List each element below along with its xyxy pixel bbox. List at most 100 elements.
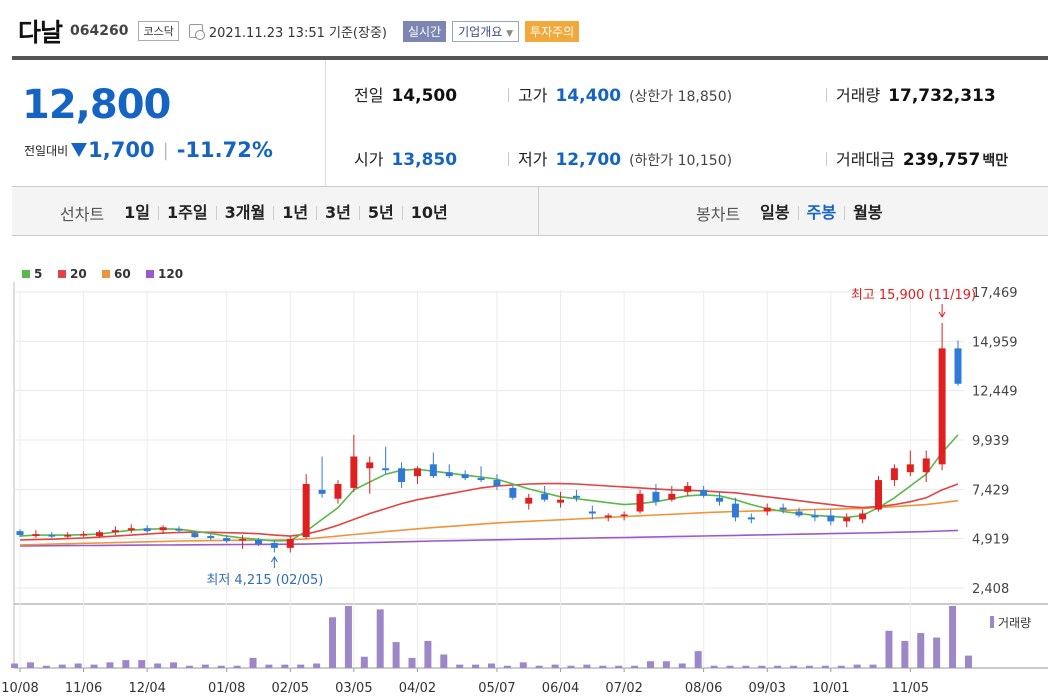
stat-value: 239,757	[902, 150, 981, 170]
candle-body	[16, 531, 24, 536]
volume-bar	[472, 664, 480, 668]
candle-body	[668, 493, 676, 500]
volume-bar	[138, 660, 146, 668]
volume-bar	[313, 663, 321, 668]
tab-1y[interactable]: 1년	[274, 205, 318, 221]
candle-body	[684, 485, 692, 492]
volume-bar	[233, 665, 241, 668]
volume-bar	[726, 665, 734, 668]
candle-chart-tabs: 봉차트 일봉 주봉 월봉	[696, 201, 891, 225]
x-tick-label: 02/05	[272, 681, 309, 696]
candle-body	[779, 507, 787, 510]
change-amount: 1,700	[88, 138, 155, 162]
volume-label: 거래량	[998, 616, 1031, 630]
stat-value: 14,500	[391, 86, 458, 106]
ma5-line	[19, 434, 959, 542]
tab-monthly[interactable]: 월봉	[853, 203, 883, 222]
volume-bar	[805, 665, 813, 668]
candle-body	[143, 528, 151, 532]
volume-bar	[917, 633, 925, 668]
candle-body	[32, 534, 40, 537]
volume-bar	[122, 660, 130, 668]
stat-label: 고가	[518, 86, 548, 105]
volume-bar	[170, 662, 178, 668]
volume-bar	[519, 662, 527, 668]
volume-bar	[217, 665, 225, 668]
candle-body	[477, 478, 485, 481]
volume-bar	[58, 664, 66, 668]
volume-bar	[964, 655, 972, 668]
candle-body	[366, 462, 374, 469]
volume-bar	[456, 664, 464, 668]
stat-value: 13,850	[391, 150, 458, 170]
volume-bar	[821, 665, 829, 668]
candle-body	[223, 538, 231, 541]
candle-body	[270, 542, 278, 548]
volume-bar	[631, 665, 639, 668]
tab-1w[interactable]: 1주일	[159, 205, 217, 221]
candle-body	[382, 468, 390, 471]
stat-sub: (하한가 10,150)	[629, 153, 733, 169]
volume-bar	[42, 665, 50, 668]
y-tick-label: 4,919	[972, 533, 1009, 548]
volume-bar	[201, 664, 209, 668]
candle-chart-title: 봉차트	[696, 205, 741, 224]
candle-body	[890, 468, 898, 481]
candlestick-chart: 17,469 14,959 12,449 9,939 7,429 4,919 2,408 10…	[1, 267, 1048, 696]
ma120-line	[19, 529, 959, 547]
stat-value: 14,400	[555, 86, 622, 106]
tab-5y[interactable]: 5년	[360, 205, 403, 221]
investment-warning-badge: 투자주의	[525, 20, 580, 42]
stat-label: 거래량	[836, 86, 881, 105]
candle-body	[111, 530, 119, 533]
volume-bar	[758, 665, 766, 668]
tab-3m[interactable]: 3개월	[217, 205, 275, 221]
divider	[826, 88, 827, 102]
tab-daily[interactable]: 일봉	[752, 205, 799, 221]
company-overview-dropdown[interactable]: 기업개요 ▼	[452, 20, 520, 42]
candle-body	[763, 507, 771, 512]
volume-bar	[646, 661, 654, 668]
tab-3y[interactable]: 3년	[317, 205, 360, 221]
change-label: 전일대비	[24, 143, 69, 158]
stat-label: 저가	[518, 150, 548, 169]
stat-high: 고가 14,400 (상한가 18,850)	[518, 82, 732, 106]
x-tick-label: 11/06	[65, 681, 102, 696]
volume-bar	[885, 630, 893, 668]
tab-weekly[interactable]: 주봉	[799, 205, 846, 221]
volume-bar	[774, 665, 782, 668]
divider	[508, 152, 509, 166]
high-arrow-head	[938, 311, 946, 318]
candle-body	[954, 348, 962, 384]
company-overview-label: 기업개요	[458, 24, 503, 39]
x-tick-label: 07/02	[605, 681, 642, 696]
candle-body	[938, 348, 946, 465]
y-tick-label: 12,449	[972, 385, 1018, 400]
volume-bar	[837, 665, 845, 668]
volume-bar	[185, 665, 193, 668]
volume-bar	[74, 663, 82, 668]
volume-bar	[154, 663, 162, 668]
candle-body	[207, 536, 215, 539]
candle-body	[334, 483, 342, 499]
volume-bar	[901, 640, 909, 668]
x-tick-label: 08/06	[685, 681, 722, 696]
tab-1d[interactable]: 1일	[116, 205, 160, 221]
volume-bar	[11, 663, 19, 668]
volume-bar	[440, 654, 448, 668]
realtime-button[interactable]: 실시간	[403, 20, 447, 42]
candle-body	[398, 468, 406, 483]
volume-bar	[376, 609, 384, 668]
volume-bar	[710, 665, 718, 668]
candle-body	[509, 487, 517, 498]
candle-body	[318, 489, 326, 494]
tab-10y[interactable]: 10년	[410, 203, 448, 222]
y-tick-label: 17,469	[972, 286, 1018, 301]
stock-name: 다날	[18, 18, 63, 47]
volume-legend-swatch	[990, 616, 994, 628]
candle-body	[557, 499, 565, 503]
candle-body	[906, 464, 914, 473]
stat-label: 시가	[354, 150, 384, 169]
volume-bar	[329, 617, 337, 668]
volume-bar	[678, 663, 686, 668]
